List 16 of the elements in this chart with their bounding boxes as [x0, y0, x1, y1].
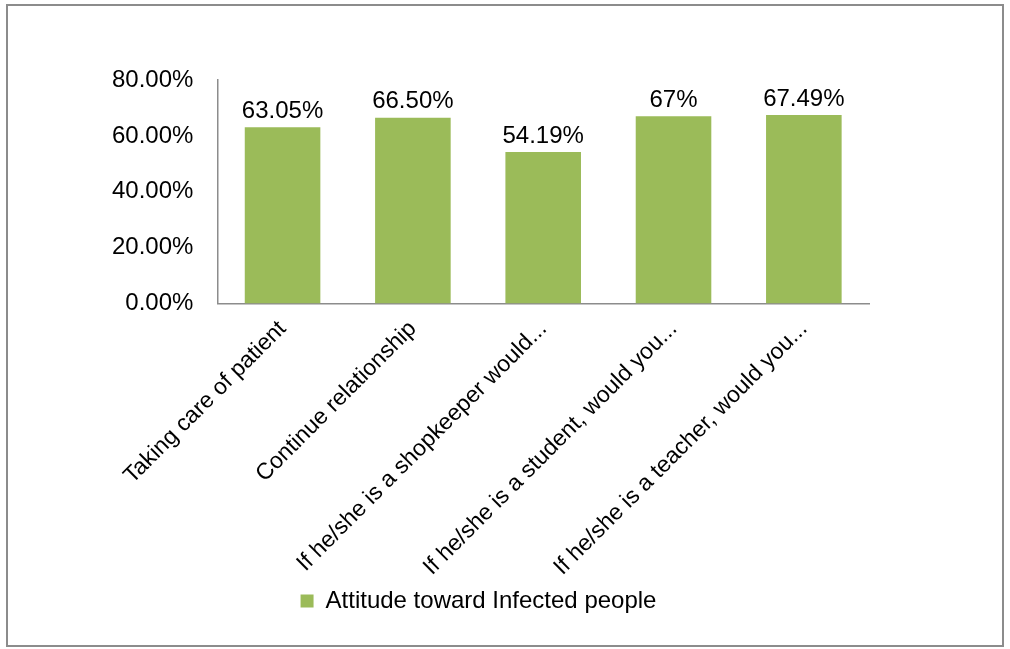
y-tick-label: 40.00% [111, 176, 194, 204]
y-tick-label: 20.00% [111, 232, 194, 260]
data-label: 63.05% [241, 95, 324, 123]
data-label: 67.49% [763, 83, 845, 111]
bar [635, 116, 712, 304]
y-tick-label: 0.00% [125, 288, 194, 316]
bar [244, 127, 321, 304]
bar [375, 117, 451, 304]
data-label: 67% [649, 84, 698, 112]
y-tick-label: 60.00% [111, 120, 194, 148]
y-tick-label: 80.00% [111, 64, 194, 92]
bar [505, 152, 581, 304]
data-label: 54.19% [502, 120, 584, 148]
data-label: 66.50% [372, 86, 454, 114]
bar [766, 114, 842, 304]
legend-label: Attitude toward Infected people [325, 585, 657, 613]
